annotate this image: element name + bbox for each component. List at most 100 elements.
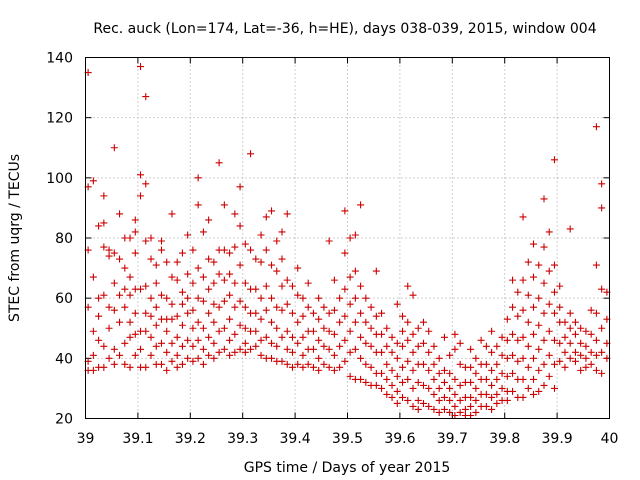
data-point [461,405,469,413]
data-point [488,327,496,335]
data-point [430,405,438,413]
data-point [205,309,213,317]
y-tick-label: 60 [55,291,73,307]
data-point [257,231,265,239]
data-point [351,267,359,275]
data-point [425,384,433,392]
plot-frame [85,57,610,419]
x-tick-label: 39.8 [489,431,520,447]
data-point [419,399,427,407]
data-point [378,348,386,356]
data-point [330,366,338,374]
data-point [194,201,202,209]
data-point [273,303,281,311]
y-tick-label: 40 [55,351,73,367]
data-point [556,357,564,365]
data-point [409,348,417,356]
data-point [514,312,522,320]
data-point [540,309,548,317]
data-point [540,336,548,344]
data-point [283,210,291,218]
data-point [336,363,344,371]
data-point [236,183,244,191]
x-tick-label: 39 [77,431,95,447]
data-point [205,333,213,341]
data-point [571,330,579,338]
data-point [509,330,517,338]
data-point [524,342,532,350]
data-point [598,285,606,293]
data-point [535,321,543,329]
data-point [184,294,192,302]
data-point [116,318,124,326]
data-point [530,375,538,383]
data-point [503,315,511,323]
data-point [393,399,401,407]
data-point [472,354,480,362]
data-point [215,303,223,311]
data-point [95,294,103,302]
data-point [184,270,192,278]
data-point [210,258,218,266]
data-point [399,312,407,320]
data-point [409,366,417,374]
data-point [383,375,391,383]
data-point [299,363,307,371]
data-point [530,303,538,311]
data-point [199,324,207,332]
data-point [241,339,249,347]
data-point [142,282,150,290]
data-point [309,327,317,335]
data-point [488,348,496,356]
data-point [556,282,564,290]
data-point [519,213,527,221]
data-point [341,285,349,293]
data-point [194,174,202,182]
data-point [220,201,228,209]
data-point [372,381,380,389]
data-point [414,396,422,404]
data-point [451,375,459,383]
data-point [283,327,291,335]
data-point [89,351,97,359]
data-point [404,318,412,326]
data-point [530,354,538,362]
data-point [168,273,176,281]
data-point [194,264,202,272]
data-point [116,291,124,299]
data-point [110,306,118,314]
data-point [304,360,312,368]
data-point [116,210,124,218]
data-point [451,411,459,419]
x-tick-label: 39.1 [122,431,153,447]
data-point [278,333,286,341]
data-point [236,345,244,353]
data-point [126,291,134,299]
data-point [89,366,97,374]
data-point [157,339,165,347]
data-point [362,360,370,368]
x-tick-label: 39.9 [542,431,573,447]
data-point [252,327,260,335]
data-point [592,351,600,359]
data-point [95,312,103,320]
data-point [320,360,328,368]
data-point [550,360,558,368]
data-point [157,291,165,299]
data-point [147,333,155,341]
data-point [189,246,197,254]
data-point [498,333,506,341]
data-point [414,405,422,413]
data-point [288,363,296,371]
data-point [336,342,344,350]
data-point [126,333,134,341]
data-point [451,390,459,398]
x-tick-label: 39.5 [332,431,363,447]
data-point [262,282,270,290]
data-point [215,270,223,278]
data-point [456,408,464,416]
data-point [304,303,312,311]
data-point [383,342,391,350]
data-point [178,288,186,296]
data-point [404,375,412,383]
